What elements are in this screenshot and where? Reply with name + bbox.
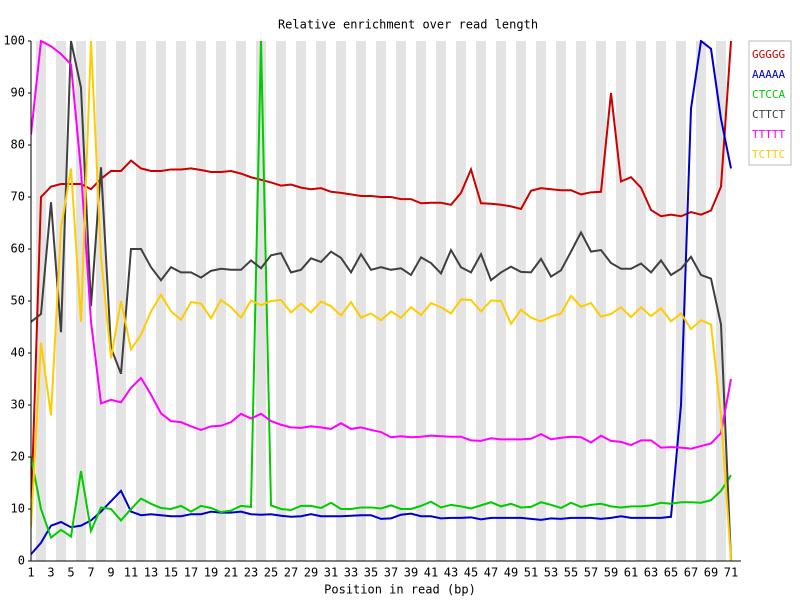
series-line bbox=[31, 40, 732, 562]
y-tick-label: 30 bbox=[11, 398, 25, 412]
stripe bbox=[176, 41, 186, 561]
series-line bbox=[31, 40, 732, 540]
stripe bbox=[576, 41, 586, 561]
y-tick-label: 50 bbox=[11, 294, 25, 308]
x-tick-label: 17 bbox=[184, 566, 198, 580]
legend-label: GGGGG bbox=[752, 48, 785, 61]
stripe bbox=[416, 41, 426, 561]
stripe bbox=[156, 41, 166, 561]
x-tick-label: 3 bbox=[47, 566, 54, 580]
legend-label: AAAAA bbox=[752, 68, 785, 81]
stripe bbox=[396, 41, 406, 561]
stripe bbox=[36, 41, 46, 561]
stripe bbox=[536, 41, 546, 561]
stripe bbox=[256, 41, 266, 561]
x-tick-label: 37 bbox=[384, 566, 398, 580]
stripe bbox=[636, 41, 646, 561]
x-tick-label: 7 bbox=[87, 566, 94, 580]
series-line bbox=[31, 40, 732, 562]
y-tick-label: 90 bbox=[11, 86, 25, 100]
x-tick-label: 9 bbox=[107, 566, 114, 580]
stripe bbox=[376, 41, 386, 561]
stripe bbox=[196, 41, 206, 561]
x-tick-label: 1 bbox=[27, 566, 34, 580]
x-tick-label: 61 bbox=[624, 566, 638, 580]
stripe bbox=[56, 41, 66, 561]
legend-label: CTTCT bbox=[752, 108, 785, 121]
stripe bbox=[696, 41, 706, 561]
stripe bbox=[676, 41, 686, 561]
x-tick-label: 5 bbox=[67, 566, 74, 580]
x-tick-label: 69 bbox=[704, 566, 718, 580]
x-tick-label: 35 bbox=[364, 566, 378, 580]
y-tick-label: 70 bbox=[11, 190, 25, 204]
stripe bbox=[656, 41, 666, 561]
legend-box bbox=[748, 40, 792, 166]
y-tick-label: 20 bbox=[11, 450, 25, 464]
stripe bbox=[336, 41, 346, 561]
stripe bbox=[516, 41, 526, 561]
legend-label: CTCCA bbox=[752, 88, 785, 101]
y-tick-label: 0 bbox=[18, 554, 25, 568]
x-tick-label: 13 bbox=[144, 566, 158, 580]
stripe bbox=[436, 41, 446, 561]
x-tick-label: 41 bbox=[424, 566, 438, 580]
x-tick-label: 27 bbox=[284, 566, 298, 580]
stripe bbox=[716, 41, 726, 561]
series-line bbox=[31, 40, 732, 450]
x-tick-label: 11 bbox=[124, 566, 138, 580]
x-tick-label: 57 bbox=[584, 566, 598, 580]
x-tick-label: 25 bbox=[264, 566, 278, 580]
stripe bbox=[136, 41, 146, 561]
stripe bbox=[556, 41, 566, 561]
x-tick-label: 19 bbox=[204, 566, 218, 580]
x-tick-label: 29 bbox=[304, 566, 318, 580]
x-tick-label: 45 bbox=[464, 566, 478, 580]
x-tick-label: 71 bbox=[724, 566, 738, 580]
x-axis-title: Position in read (bp) bbox=[324, 583, 476, 597]
x-tick-label: 39 bbox=[404, 566, 418, 580]
legend: GGGGG AAAAA CTCCA CTTCT TTTTT TCTTC bbox=[748, 40, 792, 166]
stripe bbox=[616, 41, 626, 561]
x-tick-label: 43 bbox=[444, 566, 458, 580]
x-tick-label: 65 bbox=[664, 566, 678, 580]
series-line bbox=[31, 40, 732, 515]
stripe bbox=[476, 41, 486, 561]
x-tick-label: 63 bbox=[644, 566, 658, 580]
x-tick-label: 55 bbox=[564, 566, 578, 580]
x-tick-label: 47 bbox=[484, 566, 498, 580]
x-tick-label: 51 bbox=[524, 566, 538, 580]
x-tick-label: 31 bbox=[324, 566, 338, 580]
y-tick-label: 10 bbox=[11, 502, 25, 516]
series-line bbox=[31, 40, 732, 555]
stripe bbox=[356, 41, 366, 561]
stripe bbox=[296, 41, 306, 561]
x-tick-label: 33 bbox=[344, 566, 358, 580]
chart-title: Relative enrichment over read length bbox=[278, 18, 538, 32]
legend-label: TCTTC bbox=[752, 148, 785, 161]
stripe bbox=[596, 41, 606, 561]
legend-label: TTTTT bbox=[752, 128, 785, 141]
x-tick-label: 59 bbox=[604, 566, 618, 580]
x-tick-label: 67 bbox=[684, 566, 698, 580]
background-stripes bbox=[36, 41, 726, 561]
stripe bbox=[236, 41, 246, 561]
y-tick-label: 100 bbox=[3, 34, 25, 48]
x-tick-label: 23 bbox=[244, 566, 258, 580]
x-tick-label: 49 bbox=[504, 566, 518, 580]
x-tick-label: 53 bbox=[544, 566, 558, 580]
y-tick-label: 40 bbox=[11, 346, 25, 360]
stripe bbox=[96, 41, 106, 561]
y-tick-label: 80 bbox=[11, 138, 25, 152]
x-tick-label: 21 bbox=[224, 566, 238, 580]
x-tick-label: 15 bbox=[164, 566, 178, 580]
lines bbox=[31, 40, 732, 562]
y-tick-label: 60 bbox=[11, 242, 25, 256]
